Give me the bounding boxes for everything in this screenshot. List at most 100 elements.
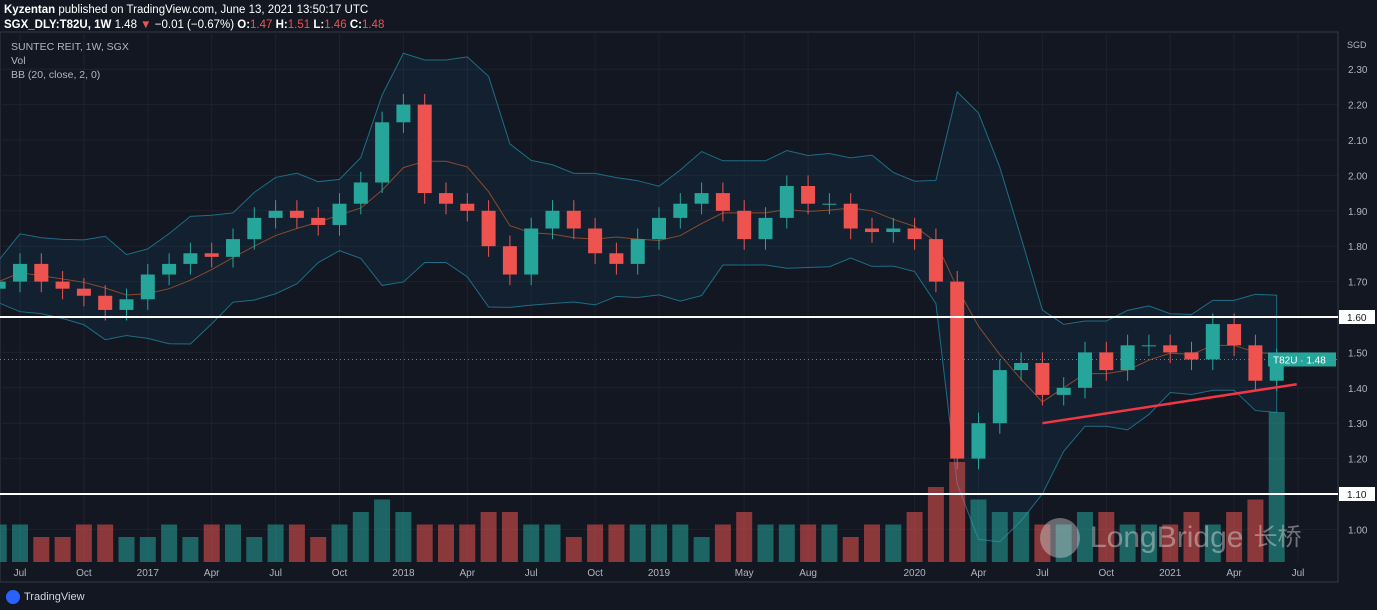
candle-body [545,210,560,229]
volume-bar [523,524,540,562]
author[interactable]: Kyzentan [4,4,56,16]
volume-bar [352,512,369,562]
y-tick-label: 1.70 [1348,278,1368,289]
last-price-tag [1268,352,1336,367]
volume-bar [310,537,327,562]
volume-bar [416,524,433,562]
volume-bar [288,524,305,562]
y-tick-label: 1.50 [1348,348,1368,359]
volume-bar [778,524,795,562]
candle-body [822,203,837,205]
volume-bar [629,524,646,562]
candle-body [204,253,219,257]
x-tick-label: Jul [269,568,282,579]
hline-price-tag [1339,487,1375,501]
x-tick-label: 2021 [1159,568,1182,579]
volume-bar [1162,524,1179,562]
volume-bar [267,524,284,562]
volume-bar [225,524,241,562]
footer-brand[interactable]: TradingView [24,591,85,603]
candle-body [779,186,794,218]
x-tick-label: 2017 [137,568,160,579]
volume-bar [906,512,923,562]
open-value: 1.47 [250,19,273,31]
candle-body [13,263,27,282]
x-tick-label: Oct [76,568,92,579]
volume-bar [1204,524,1221,562]
high-label: H: [275,19,288,31]
volume-bar [118,537,135,562]
legend-bb: BB (20, close, 2, 0) [11,69,101,81]
volume-bar [75,524,92,562]
x-tick-label: Apr [460,568,476,579]
candle-body [481,210,496,247]
volume-bar [565,537,582,562]
x-tick-label: Apr [204,568,220,579]
volume-bar [139,537,156,562]
candle-body [55,281,70,289]
candle-body [1120,345,1135,371]
candle-body [758,217,773,240]
x-tick-label: 2020 [903,568,926,579]
volume-bar [203,524,220,562]
candle-body [289,210,304,218]
high-value: 1.51 [287,19,311,31]
chart-legend: SUNTEC REIT, 1W, SGX Vol BB (20, close, … [11,40,129,82]
volume-bar [714,524,731,562]
candle-body [971,423,986,459]
y-tick-label: 1.30 [1348,419,1368,430]
candle-body [375,122,390,183]
volume-bar [1098,512,1115,562]
published-info: published on TradingView.com, June 13, 2… [58,4,369,16]
x-tick-label: Oct [587,568,603,579]
tradingview-logo-icon [6,590,20,604]
y-tick-label: 2.30 [1348,65,1368,76]
candle-body [1099,352,1114,371]
candle-body [673,203,688,218]
volume-bar [374,499,391,562]
y-tick-label: 2.10 [1348,136,1368,147]
volume-bar [885,524,902,562]
volume-bar [1140,524,1157,562]
hline-price-label: 1.10 [1347,490,1367,501]
x-tick-label: Jul [1036,568,1049,579]
candle-body [630,239,645,264]
symbol: SGX_DLY:T82U, 1W [4,19,112,31]
legend-title: SUNTEC REIT, 1W, SGX [11,41,129,53]
y-tick-label: 1.40 [1348,384,1368,395]
volume-bar [864,524,880,562]
volume-bar [736,512,753,562]
candle-body [886,228,901,233]
candle-body [226,239,240,257]
candle-body [524,228,539,275]
volume-bar [1119,524,1136,562]
volume-bar [0,524,7,562]
x-tick-label: Apr [1226,568,1242,579]
candle-body [1014,363,1029,371]
candle-body [119,299,134,310]
watermark-text: LongBridge [1090,521,1244,554]
x-tick-label: May [735,568,754,579]
candle-body [907,228,922,240]
candle-body [652,217,666,240]
volume-bar [480,512,497,562]
candle-body [609,253,624,264]
x-tick-label: Jul [525,568,538,579]
volume-bar [246,537,263,562]
candle-body [162,263,177,275]
y-tick-label: 1.90 [1348,207,1368,218]
longbridge-logo-icon [1040,518,1080,558]
publish-header: Kyzentan published on TradingView.com, J… [4,3,384,33]
x-tick-label: 2019 [648,568,671,579]
candle-body [140,274,155,300]
plot-area [0,31,1339,583]
candle-body [588,228,603,254]
candle-body [1035,363,1050,395]
volume-bar [693,537,710,562]
volume-bar [1055,524,1072,562]
candle-body [992,370,1007,424]
candle-body [694,193,709,204]
candle-body [76,288,91,296]
hline-price-label: 1.60 [1347,313,1367,324]
